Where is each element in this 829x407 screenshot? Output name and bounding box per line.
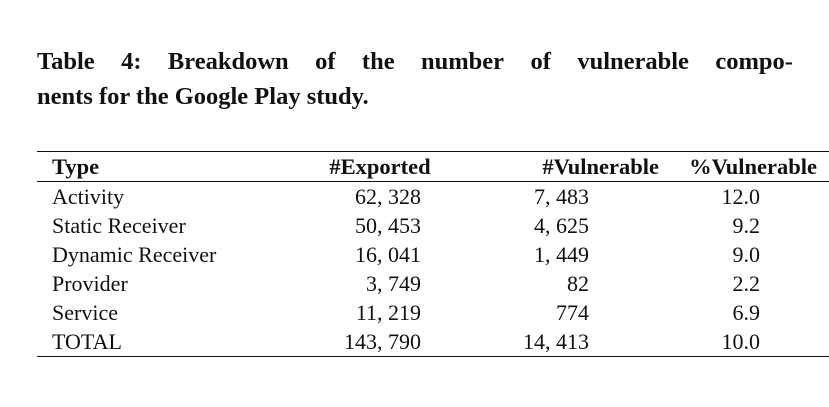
table-row-total: TOTAL 143, 790 14, 413 10.0 bbox=[37, 327, 829, 357]
cell-pct: 9.0 bbox=[732, 242, 761, 267]
cell-exported: 3, 749 bbox=[366, 271, 421, 296]
cell-type: Service bbox=[52, 300, 118, 325]
caption-word: Table bbox=[37, 48, 95, 75]
cell-pct: 12.0 bbox=[721, 184, 761, 209]
header-pct-vulnerable: %Vulnerable bbox=[689, 154, 817, 179]
cell-type: Static Receiver bbox=[52, 213, 186, 238]
cell-type: Activity bbox=[52, 184, 125, 209]
table-row: Dynamic Receiver 16, 041 1, 449 9.0 bbox=[37, 240, 829, 269]
header-exported: #Exported bbox=[329, 154, 431, 179]
table-row: Activity 62, 328 7, 483 12.0 bbox=[37, 182, 829, 212]
vulnerable-components-table: Type #Exported #Vulnerable %Vulnerable A… bbox=[37, 151, 829, 357]
cell-exported: 16, 041 bbox=[355, 242, 421, 267]
table-caption: Table 4: Breakdown of the number of vuln… bbox=[37, 44, 793, 114]
cell-vulnerable: 1, 449 bbox=[534, 242, 589, 267]
cell-pct: 10.0 bbox=[721, 329, 761, 354]
table-row: Service 11, 219 774 6.9 bbox=[37, 298, 829, 327]
caption-word: Breakdown bbox=[167, 48, 289, 75]
header-vulnerable: #Vulnerable bbox=[542, 154, 659, 179]
caption-word: of bbox=[530, 48, 551, 75]
cell-pct: 2.2 bbox=[732, 271, 761, 296]
cell-pct: 9.2 bbox=[732, 213, 761, 238]
caption-word: of bbox=[315, 48, 336, 75]
header-type: Type bbox=[52, 154, 100, 179]
cell-vulnerable: 4, 625 bbox=[534, 213, 589, 238]
cell-vulnerable: 82 bbox=[567, 271, 589, 296]
cell-type: TOTAL bbox=[52, 329, 122, 354]
cell-exported: 11, 219 bbox=[355, 300, 421, 325]
cell-pct: 6.9 bbox=[732, 300, 761, 325]
caption-word: the bbox=[361, 48, 395, 75]
caption-line-2: nents for the Google Play study. bbox=[37, 83, 369, 110]
caption-word: vulnerable bbox=[577, 48, 689, 75]
table-row: Static Receiver 50, 453 4, 625 9.2 bbox=[37, 211, 829, 240]
caption-word: number bbox=[421, 48, 505, 75]
table-header-row: Type #Exported #Vulnerable %Vulnerable bbox=[37, 151, 829, 182]
caption-word: compo- bbox=[715, 48, 793, 75]
table-row: Provider 3, 749 82 2.2 bbox=[37, 269, 829, 298]
caption-word: 4: bbox=[121, 48, 142, 75]
cell-type: Dynamic Receiver bbox=[52, 242, 217, 267]
cell-vulnerable: 7, 483 bbox=[534, 184, 589, 209]
cell-exported: 50, 453 bbox=[355, 213, 421, 238]
cell-vulnerable: 774 bbox=[556, 300, 589, 325]
cell-exported: 62, 328 bbox=[355, 184, 421, 209]
cell-type: Provider bbox=[52, 271, 128, 296]
cell-vulnerable: 14, 413 bbox=[523, 329, 589, 354]
caption-line-1: Table 4: Breakdown of the number of vuln… bbox=[37, 44, 793, 79]
cell-exported: 143, 790 bbox=[344, 329, 421, 354]
